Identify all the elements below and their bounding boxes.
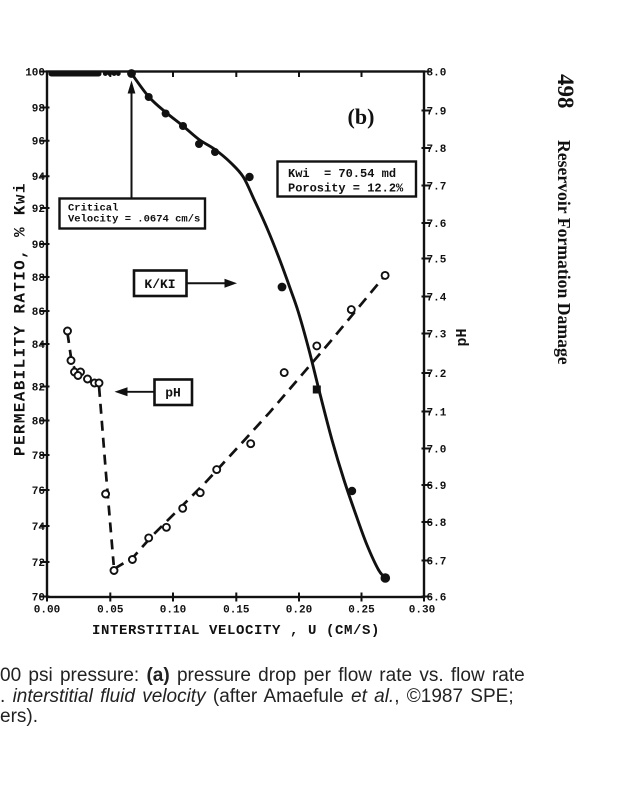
svg-text:76: 76 xyxy=(32,486,45,498)
svg-text:6.6: 6.6 xyxy=(427,592,447,604)
svg-text:Velocity = .0674 cm/s: Velocity = .0674 cm/s xyxy=(68,214,200,226)
svg-text:84: 84 xyxy=(32,340,46,352)
svg-text:7.6: 7.6 xyxy=(427,219,447,231)
svg-text:K/KI: K/KI xyxy=(144,277,175,292)
svg-text:0.25: 0.25 xyxy=(348,605,375,617)
svg-text:72: 72 xyxy=(32,558,45,570)
svg-text:80: 80 xyxy=(32,416,45,428)
svg-text:0.20: 0.20 xyxy=(286,605,312,617)
svg-text:0.10: 0.10 xyxy=(160,605,186,617)
svg-text:0.00: 0.00 xyxy=(34,605,60,617)
svg-text:92: 92 xyxy=(32,204,45,216)
svg-text:Porosity = 12.2%: Porosity = 12.2% xyxy=(288,182,404,196)
svg-text:7.8: 7.8 xyxy=(427,144,447,156)
svg-text:0.30: 0.30 xyxy=(409,605,435,617)
svg-text:INTERSTITIAL VELOCITY , U (CM/: INTERSTITIAL VELOCITY , U (CM/S) xyxy=(92,623,380,639)
svg-text:100: 100 xyxy=(25,67,45,79)
svg-text:7.4: 7.4 xyxy=(427,292,447,304)
svg-text:74: 74 xyxy=(32,522,46,534)
svg-text:98: 98 xyxy=(32,103,46,115)
svg-text:7.9: 7.9 xyxy=(427,106,447,118)
svg-text:86: 86 xyxy=(32,307,45,319)
svg-text:pH: pH xyxy=(454,328,471,346)
svg-text:82: 82 xyxy=(32,382,45,394)
svg-text:Kwi = 70.54 md: Kwi = 70.54 md xyxy=(288,167,396,181)
svg-text:(b): (b) xyxy=(348,104,375,129)
svg-text:7.0: 7.0 xyxy=(427,444,447,456)
svg-text:498: 498 xyxy=(553,74,578,109)
svg-text:7.2: 7.2 xyxy=(427,369,447,381)
svg-text:pH: pH xyxy=(165,386,181,401)
svg-text:0.15: 0.15 xyxy=(223,605,250,617)
svg-text:6.9: 6.9 xyxy=(427,481,447,493)
svg-text:7.3: 7.3 xyxy=(427,329,447,341)
svg-text:94: 94 xyxy=(32,172,46,184)
svg-text:96: 96 xyxy=(32,137,45,149)
svg-text:PERMEABILITY RATIO, % Kwi: PERMEABILITY RATIO, % Kwi xyxy=(12,182,30,456)
svg-text:0.05: 0.05 xyxy=(97,605,124,617)
svg-text:6.7: 6.7 xyxy=(427,556,447,568)
svg-text:78: 78 xyxy=(32,451,46,463)
svg-text:7.7: 7.7 xyxy=(427,181,447,193)
svg-text:88: 88 xyxy=(32,273,46,285)
svg-text:70: 70 xyxy=(32,592,45,604)
svg-text:Critical: Critical xyxy=(68,203,118,215)
svg-text:8.0: 8.0 xyxy=(427,67,447,79)
svg-text:Reservoir Formation Damage: Reservoir Formation Damage xyxy=(554,140,574,365)
svg-text:7.5: 7.5 xyxy=(427,254,447,266)
svg-text:90: 90 xyxy=(32,240,45,252)
svg-text:7.1: 7.1 xyxy=(427,407,447,419)
svg-text:6.8: 6.8 xyxy=(427,518,447,530)
